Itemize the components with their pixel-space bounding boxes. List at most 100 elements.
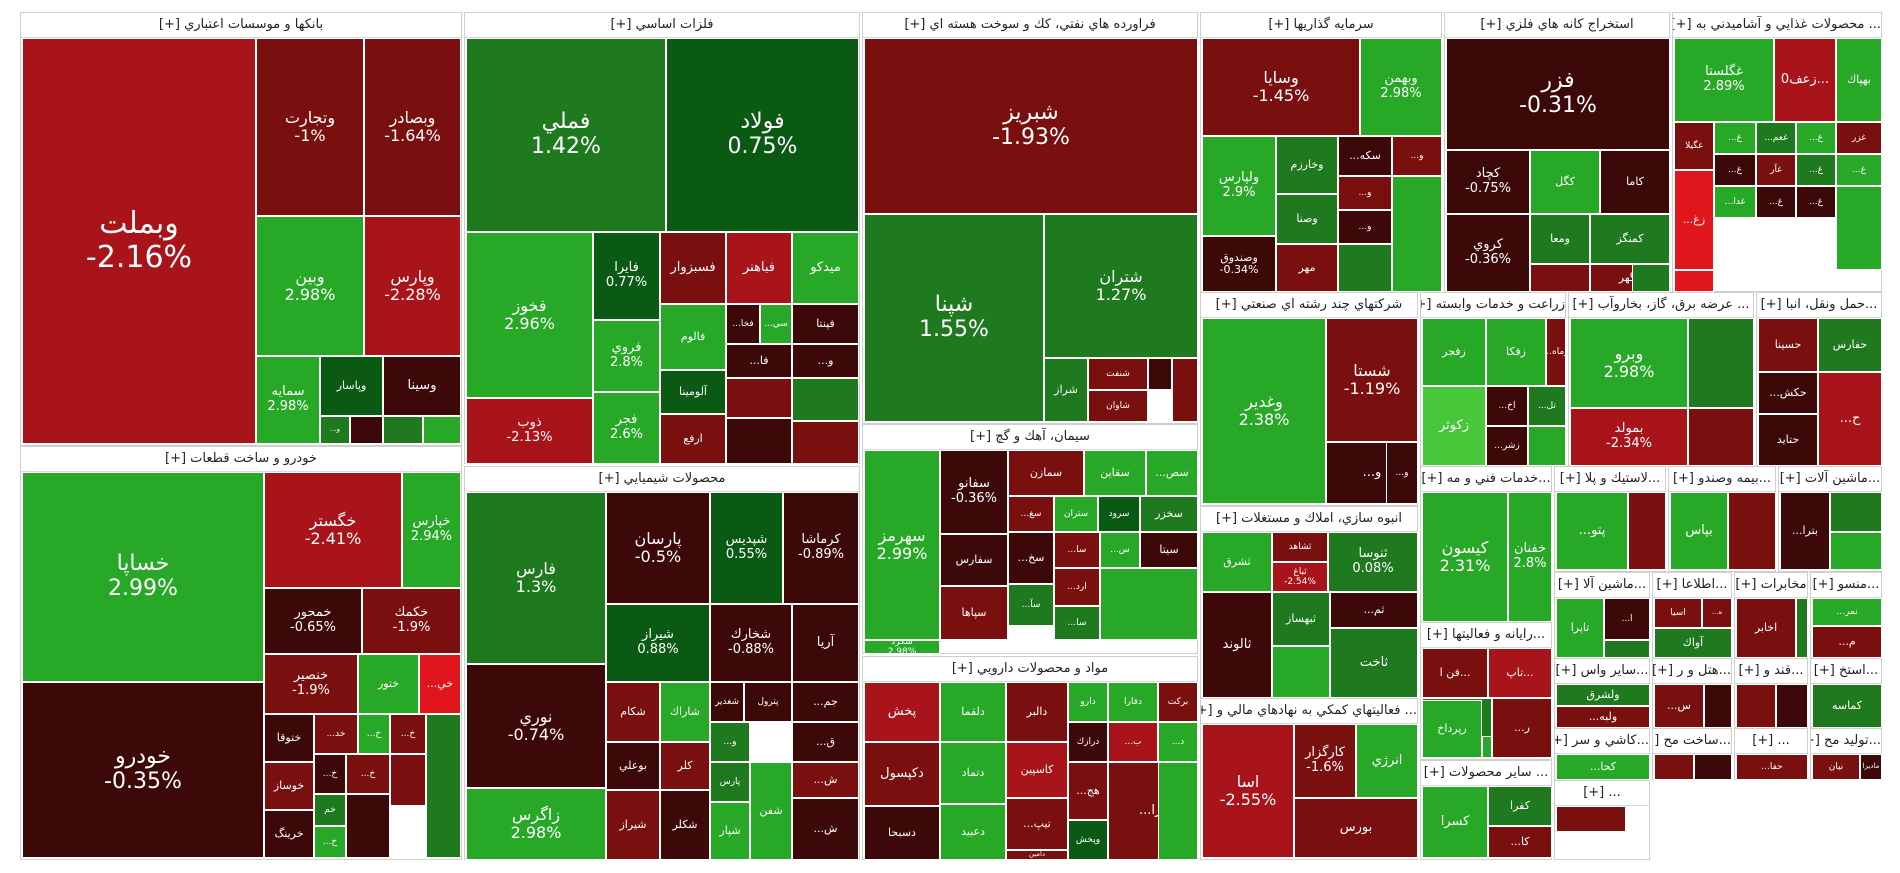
stock-tile[interactable]: غ...: [1796, 122, 1836, 154]
stock-tile[interactable]: فباهنر: [726, 232, 792, 304]
stock-tile[interactable]: كيسون 2.31%: [1422, 492, 1508, 622]
stock-tile[interactable]: وصندوق -0.34%: [1202, 236, 1276, 292]
stock-tile[interactable]: خ...: [390, 714, 426, 754]
stock-tile[interactable]: ا...: [1604, 598, 1650, 640]
stock-tile[interactable]: خ...: [314, 826, 346, 858]
stock-tile[interactable]: آلومينا: [660, 370, 726, 414]
stock-tile[interactable]: نمر...: [1812, 598, 1882, 626]
stock-tile[interactable]: تل...: [1528, 386, 1566, 426]
stock-tile[interactable]: ثالوند: [1202, 592, 1272, 698]
stock-tile[interactable]: ذوب -2.13%: [466, 398, 593, 464]
stock-tile[interactable]: فايرا 0.77%: [593, 232, 660, 320]
stock-tile[interactable]: [1728, 492, 1776, 570]
stock-tile[interactable]: دتماد: [940, 742, 1006, 804]
stock-tile[interactable]: بپاس: [1670, 492, 1728, 570]
stock-tile[interactable]: فملي 1.42%: [466, 38, 666, 232]
stock-tile[interactable]: و...: [1386, 442, 1418, 504]
stock-tile[interactable]: ومعا: [1530, 214, 1590, 264]
stock-tile[interactable]: شغدير: [710, 682, 744, 722]
sector-header[interactable]: ...منسو [+]: [1811, 573, 1881, 598]
stock-tile[interactable]: بترا...: [1780, 492, 1830, 570]
stock-tile[interactable]: وسينا: [383, 356, 461, 416]
stock-tile[interactable]: شپنا 1.55%: [864, 214, 1044, 422]
stock-tile[interactable]: رپرداخ: [1422, 700, 1482, 758]
stock-tile[interactable]: غآر: [1756, 154, 1796, 186]
stock-tile[interactable]: خد...: [314, 714, 358, 754]
sector-header[interactable]: ...لاستيك و پلا [+]: [1555, 467, 1665, 492]
stock-tile[interactable]: خم: [314, 794, 346, 826]
stock-tile[interactable]: وپاسار: [320, 356, 383, 416]
stock-tile[interactable]: اخابر: [1736, 598, 1796, 658]
stock-tile[interactable]: دارو: [1068, 682, 1108, 722]
stock-tile[interactable]: و...: [1338, 176, 1392, 210]
stock-tile[interactable]: پتو...: [1556, 492, 1628, 570]
stock-tile[interactable]: شخارك -0.88%: [710, 604, 792, 682]
stock-tile[interactable]: ثنوسا 0.08%: [1328, 532, 1418, 592]
stock-tile[interactable]: زاگرس 2.98%: [466, 788, 606, 860]
stock-tile[interactable]: ش...: [792, 798, 859, 860]
sector-header[interactable]: ...استخ [+]: [1811, 659, 1881, 684]
stock-tile[interactable]: و...: [320, 416, 350, 444]
stock-tile[interactable]: [1796, 598, 1808, 658]
stock-tile[interactable]: سا...: [1054, 606, 1100, 640]
stock-tile[interactable]: [426, 714, 461, 858]
stock-tile[interactable]: فخوز 2.96%: [466, 232, 593, 398]
stock-tile[interactable]: بورس: [1294, 798, 1418, 858]
stock-tile[interactable]: ارفع: [660, 414, 726, 464]
stock-tile[interactable]: [1674, 270, 1714, 292]
stock-tile[interactable]: غ...: [1796, 186, 1836, 218]
stock-tile[interactable]: فجر 2.6%: [593, 392, 660, 464]
sector-header[interactable]: ... فعاليتهاي كمكي به نهادهاي مالي و [+]: [1201, 699, 1417, 724]
stock-tile[interactable]: سهرمز 2.99%: [864, 450, 940, 640]
stock-tile[interactable]: جم...: [792, 682, 859, 722]
sector-header[interactable]: ...ماشين آلات [+]: [1779, 467, 1881, 492]
stock-tile[interactable]: پارسان -0.5%: [606, 492, 710, 604]
stock-tile[interactable]: ق...: [792, 722, 859, 762]
stock-tile[interactable]: [726, 378, 792, 418]
stock-tile[interactable]: خفنان 2.8%: [1508, 492, 1552, 622]
stock-tile[interactable]: وبصادر -1.64%: [364, 38, 461, 216]
stock-tile[interactable]: خي...: [419, 654, 461, 714]
stock-tile[interactable]: دلقما: [940, 682, 1006, 742]
stock-tile[interactable]: [346, 794, 390, 858]
stock-tile[interactable]: وبملت -2.16%: [22, 38, 256, 444]
stock-tile[interactable]: كروي -0.36%: [1446, 214, 1530, 292]
stock-tile[interactable]: كارگزار -1.6%: [1294, 724, 1356, 798]
stock-tile[interactable]: غ...: [1756, 186, 1796, 218]
stock-tile[interactable]: سخزر: [1140, 496, 1198, 532]
stock-tile[interactable]: غ...: [1714, 154, 1756, 186]
stock-tile[interactable]: ولبه...: [1556, 706, 1650, 728]
sector-header[interactable]: استخراج کانه هاي فلزي [+]: [1445, 13, 1669, 38]
stock-tile[interactable]: خكمك -1.9%: [362, 588, 461, 654]
stock-tile[interactable]: ارد...: [1054, 568, 1100, 606]
stock-tile[interactable]: سقاين: [1084, 450, 1146, 496]
stock-tile[interactable]: ش...: [792, 762, 859, 798]
stock-tile[interactable]: فولاد 0.75%: [666, 38, 859, 232]
sector-header[interactable]: ...ساير واس [+]: [1555, 659, 1649, 684]
sector-header[interactable]: ... عرضه برق، گاز، بخاروآب [+]: [1569, 293, 1753, 318]
stock-tile[interactable]: دسبحا: [864, 806, 940, 860]
stock-tile[interactable]: زكوثر: [1422, 386, 1486, 466]
stock-tile[interactable]: سكه...: [1338, 136, 1392, 176]
stock-tile[interactable]: ثباغ -2.54%: [1272, 562, 1328, 592]
stock-tile[interactable]: ر...: [1492, 698, 1552, 758]
stock-tile[interactable]: پارس: [710, 762, 750, 802]
stock-tile[interactable]: [1392, 176, 1442, 292]
stock-tile[interactable]: ...فن ا: [1422, 648, 1488, 698]
stock-tile[interactable]: وپارس -2.28%: [364, 216, 461, 356]
stock-tile[interactable]: [1628, 492, 1666, 570]
stock-tile[interactable]: [1736, 684, 1776, 728]
sector-header[interactable]: ...ساخت مح [+]: [1653, 729, 1731, 754]
stock-tile[interactable]: ب...: [1108, 722, 1158, 762]
stock-tile[interactable]: [1604, 640, 1650, 658]
stock-tile[interactable]: سي...: [760, 304, 792, 344]
sector-header[interactable]: فراورده هاي نفتي، كك و سوخت هسته اي [+]: [863, 13, 1197, 38]
stock-tile[interactable]: حكش...: [1758, 372, 1818, 414]
stock-tile[interactable]: غدا...: [1714, 186, 1756, 218]
sector-header[interactable]: ...خدمات فني و مه [+]: [1421, 467, 1551, 492]
stock-tile[interactable]: غ...: [1836, 154, 1882, 186]
stock-tile[interactable]: بهپاك: [1836, 38, 1882, 122]
stock-tile[interactable]: [1530, 264, 1590, 292]
stock-tile[interactable]: ماديرا: [1860, 754, 1882, 780]
stock-tile[interactable]: شاراك: [660, 682, 710, 742]
